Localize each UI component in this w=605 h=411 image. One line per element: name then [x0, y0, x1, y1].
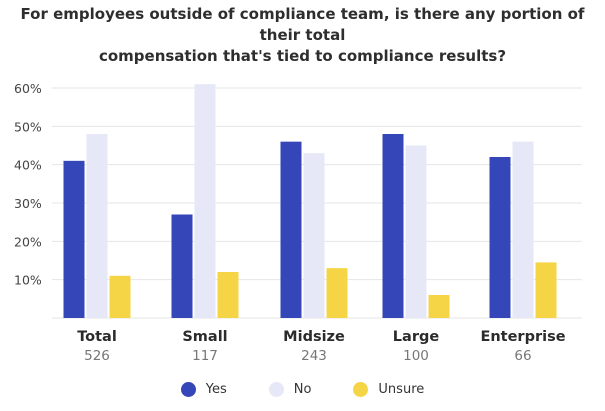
legend-swatch-yes: [180, 382, 196, 397]
legend-label-yes: Yes: [205, 382, 227, 397]
legend-item-no[interactable]: No: [268, 382, 312, 397]
bar-yes-midsize: [280, 141, 302, 318]
bar-unsure-enterprise: [535, 262, 557, 318]
legend-item-unsure[interactable]: Unsure: [353, 382, 424, 397]
legend-swatch-no: [268, 382, 284, 397]
y-tick-label: 40%: [14, 158, 42, 173]
bar-yes-small: [171, 214, 193, 318]
y-tick-label: 60%: [14, 81, 42, 96]
bar-unsure-total: [109, 275, 131, 318]
y-tick-label: 20%: [14, 234, 42, 249]
chart-title-line-2: compensation that's tied to compliance r…: [98, 47, 507, 65]
bar-no-large: [405, 145, 427, 318]
legend-item-yes[interactable]: Yes: [180, 382, 227, 397]
bar-no-enterprise: [512, 141, 534, 318]
x-category-label: Small: [182, 329, 227, 345]
chart-title: For employees outside of compliance team…: [0, 4, 605, 67]
bar-yes-enterprise: [489, 157, 511, 318]
bar-yes-total: [63, 160, 85, 318]
bar-unsure-midsize: [326, 268, 348, 318]
bar-unsure-small: [217, 272, 239, 318]
chart-title-line-1: For employees outside of compliance team…: [20, 5, 585, 44]
x-category-label: Total: [77, 329, 117, 345]
bar-no-midsize: [303, 153, 325, 318]
x-category-count: 100: [403, 348, 429, 364]
x-category-count: 526: [84, 348, 110, 364]
y-tick-label: 10%: [14, 273, 42, 288]
x-category-label: Midsize: [283, 329, 345, 345]
bar-no-total: [86, 134, 108, 318]
y-tick-label: 30%: [14, 196, 42, 211]
legend-swatch-unsure: [353, 382, 369, 397]
legend-label-no: No: [293, 382, 312, 397]
y-tick-label: 50%: [14, 119, 42, 134]
x-category-label: Large: [393, 329, 440, 345]
legend-label-unsure: Unsure: [378, 382, 425, 397]
bar-no-small: [194, 84, 216, 319]
chart-legend: Yes No Unsure: [0, 382, 605, 397]
bar-chart: 10% 20% 30% 40% 50% 60% Total 526 Small 117 Midsiz…: [14, 81, 582, 364]
x-category-count: 117: [192, 348, 218, 364]
x-category-label: Enterprise: [480, 329, 565, 345]
bar-unsure-large: [428, 295, 450, 318]
x-category-count: 66: [514, 348, 531, 364]
bar-yes-large: [382, 134, 404, 318]
x-category-count: 243: [301, 348, 327, 364]
